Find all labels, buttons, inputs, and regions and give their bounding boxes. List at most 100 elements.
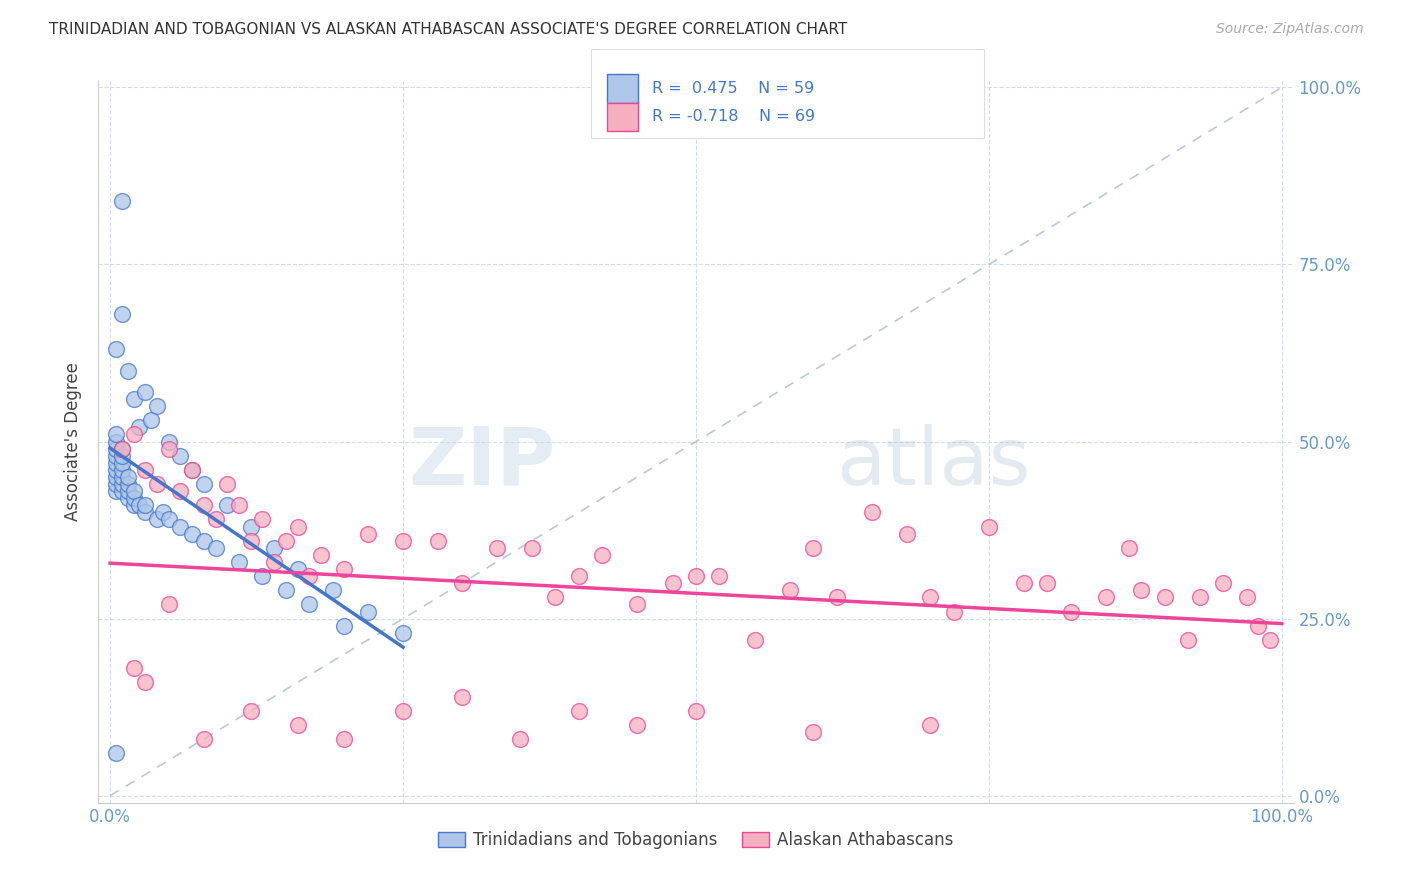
Point [239,704,262,718]
Point [520,541,543,555]
Point [134,498,156,512]
Point [1036,576,1059,591]
Point [1095,591,1118,605]
Point [450,690,472,704]
Point [105,442,128,456]
Point [122,498,145,512]
Point [977,519,1000,533]
Point [111,442,134,456]
Point [105,427,128,442]
Point [263,541,285,555]
Point [287,519,309,533]
Point [111,484,134,499]
Point [122,661,145,675]
Point [1236,591,1258,605]
Point [157,512,180,526]
Text: R = -0.718    N = 69: R = -0.718 N = 69 [652,110,815,124]
Point [111,477,134,491]
Point [152,505,174,519]
Point [146,512,169,526]
Point [134,675,156,690]
Point [134,384,156,399]
Text: atlas: atlas [837,424,1031,502]
Point [228,498,250,512]
Point [111,194,134,208]
Point [1130,583,1153,598]
Point [392,625,415,640]
Point [228,555,250,569]
Point [685,569,707,583]
Point [105,477,128,491]
Point [169,519,191,533]
Point [204,541,226,555]
Point [181,463,204,477]
Point [217,498,239,512]
Point [1118,541,1140,555]
Point [392,704,415,718]
Point [1247,618,1270,632]
Point [825,591,848,605]
Point [298,598,321,612]
Point [122,484,145,499]
Point [111,463,134,477]
Point [626,598,648,612]
Point [105,463,128,477]
Point [333,618,356,632]
Point [357,605,380,619]
Point [685,704,707,718]
Point [111,307,134,321]
Point [287,718,309,732]
Point [105,470,128,484]
Point [744,632,766,647]
Point [193,533,215,548]
Point [141,413,163,427]
Point [591,548,613,562]
Point [111,449,134,463]
Point [1012,576,1035,591]
Point [117,477,139,491]
Point [709,569,731,583]
Point [568,704,591,718]
Point [134,463,156,477]
Point [509,732,531,747]
Point [169,449,191,463]
Point [157,442,180,456]
Point [263,555,285,569]
Point [801,725,824,739]
Point [111,456,134,470]
Text: Source: ZipAtlas.com: Source: ZipAtlas.com [1216,22,1364,37]
Point [1258,632,1281,647]
Point [117,491,139,506]
Text: R =  0.475    N = 59: R = 0.475 N = 59 [652,81,814,95]
Point [157,598,180,612]
Point [626,718,648,732]
Point [661,576,683,591]
Point [544,591,567,605]
Point [298,569,321,583]
Point [920,718,942,732]
Point [128,420,150,434]
Point [485,541,508,555]
Point [568,569,591,583]
Point [1060,605,1083,619]
Point [1177,632,1199,647]
Point [252,512,274,526]
Point [134,505,156,519]
Point [1188,591,1211,605]
Point [204,512,226,526]
Point [193,498,215,512]
Point [105,449,128,463]
Point [111,470,134,484]
Point [122,427,145,442]
Point [146,399,169,413]
Point [287,562,309,576]
Point [128,498,150,512]
Point [239,519,262,533]
Point [450,576,472,591]
Point [860,505,883,519]
Point [920,591,942,605]
Point [274,533,297,548]
Text: TRINIDADIAN AND TOBAGONIAN VS ALASKAN ATHABASCAN ASSOCIATE'S DEGREE CORRELATION : TRINIDADIAN AND TOBAGONIAN VS ALASKAN AT… [49,22,848,37]
Point [333,732,356,747]
Point [122,491,145,506]
